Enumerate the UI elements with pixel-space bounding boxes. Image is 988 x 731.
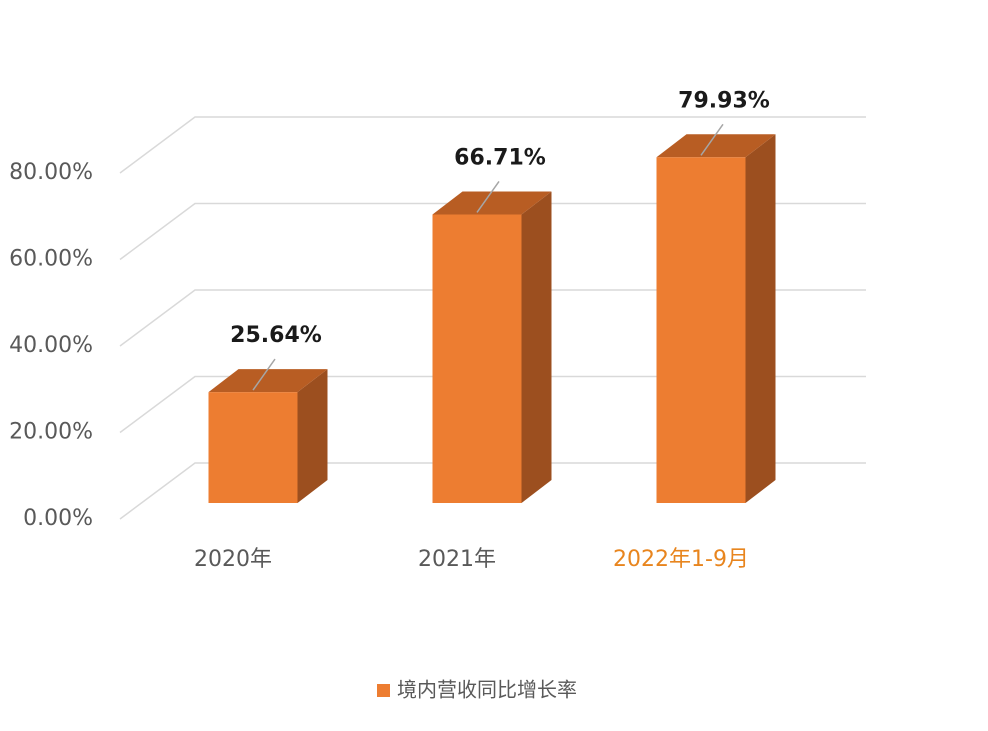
y-tick-label: 0.00% (23, 506, 93, 531)
bar-side (745, 134, 776, 504)
bar (208, 369, 328, 503)
bar-top (208, 369, 328, 393)
bar (432, 191, 552, 503)
bar-top (656, 134, 776, 158)
y-tick-label: 80.00% (9, 160, 93, 185)
legend-swatch (377, 684, 390, 697)
grid-line (119, 375, 866, 434)
bar-side (297, 369, 328, 503)
bar-front (432, 214, 522, 503)
data-label: 79.93% (678, 88, 770, 113)
leader-line (476, 181, 500, 213)
y-tick-label: 40.00% (9, 333, 93, 358)
leader-line (700, 123, 724, 156)
x-tick-label: 2022年1-9月 (613, 547, 749, 572)
bar-front (656, 157, 746, 504)
y-tick-label: 20.00% (9, 420, 93, 445)
leader-line (252, 358, 276, 391)
y-tick-label: 60.00% (9, 247, 93, 272)
grid-line (119, 289, 866, 347)
bar-front (208, 392, 298, 503)
grid-line (119, 116, 866, 174)
grid-line (119, 462, 866, 520)
grid-line (119, 202, 866, 261)
x-tick-label: 2020年 (194, 547, 272, 572)
data-label: 25.64% (230, 323, 322, 348)
bar-side (521, 191, 552, 503)
bar (656, 134, 776, 504)
data-label: 66.71% (454, 145, 546, 170)
bar-top (432, 191, 552, 215)
legend-label: 境内营收同比增长率 (397, 678, 577, 702)
x-tick-label: 2021年 (418, 547, 496, 572)
